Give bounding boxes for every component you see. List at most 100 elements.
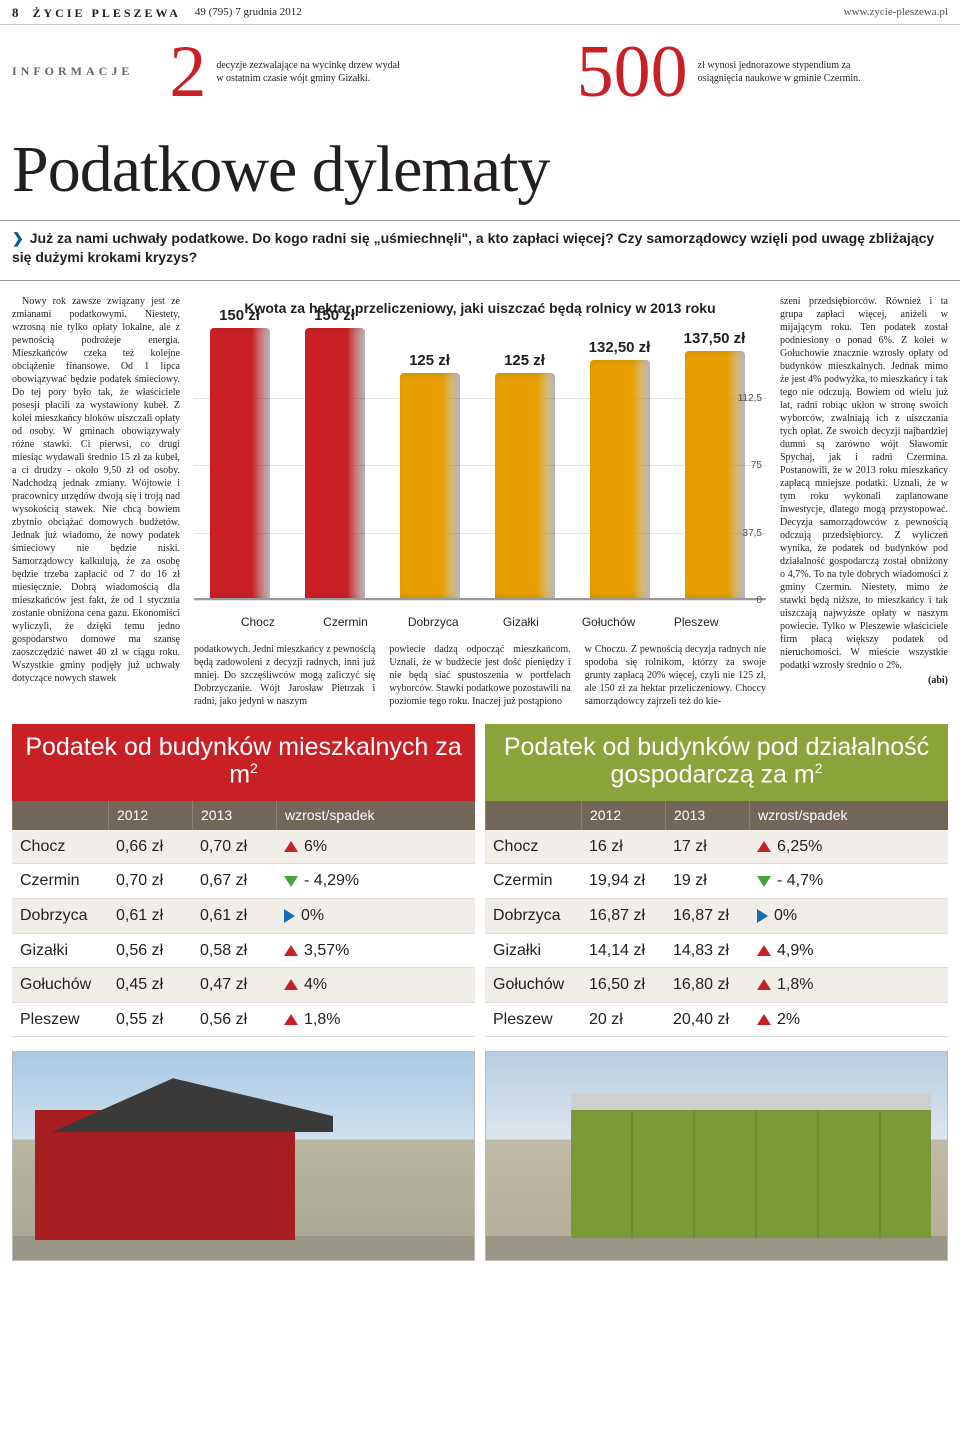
row-name: Czermin	[485, 864, 581, 898]
bar-category-label: Dobrzyca	[389, 614, 477, 630]
row-name: Chocz	[12, 830, 108, 864]
top-bar-left: 8 ŻYCIE PLESZEWA 49 (795) 7 grudnia 2012	[12, 4, 302, 22]
row-2012: 16 zł	[581, 830, 665, 864]
trend-up-icon	[757, 1014, 771, 1025]
chart-bar: 132,50 zł	[590, 360, 650, 599]
row-trend: 1,8%	[276, 1003, 475, 1037]
row-pct: 2%	[777, 1009, 800, 1031]
table-header: 20122013wzrost/spadek	[485, 801, 948, 830]
row-2013: 0,47 zł	[192, 968, 276, 1002]
trend-up-icon	[757, 841, 771, 852]
row-name: Czermin	[12, 864, 108, 898]
tax-table: Podatek od budynków mieszkalnych za m220…	[12, 724, 475, 1038]
column-center: Kwota za hektar przeliczeniowy, jaki uis…	[194, 295, 766, 707]
row-2013: 14,83 zł	[665, 934, 749, 968]
row-2013: 0,58 zł	[192, 934, 276, 968]
trend-up-icon	[284, 945, 298, 956]
table-title: Podatek od budynków pod działalność gosp…	[485, 724, 948, 801]
row-trend: 1,8%	[749, 968, 948, 1002]
y-tick-label: 37,5	[743, 527, 762, 541]
row-trend: 0%	[276, 899, 475, 933]
tax-table: Podatek od budynków pod działalność gosp…	[485, 724, 948, 1038]
row-2013: 0,67 zł	[192, 864, 276, 898]
row-pct: 4%	[304, 974, 327, 996]
row-pct: 0%	[774, 905, 797, 927]
table-row: Czermin19,94 zł19 zł- 4,7%	[485, 864, 948, 899]
trend-up-icon	[757, 979, 771, 990]
row-name: Chocz	[485, 830, 581, 864]
article-body: Nowy rok zawsze związany jest ze zmianam…	[0, 281, 960, 717]
row-trend: 4,9%	[749, 934, 948, 968]
section-name: ŻYCIE PLESZEWA	[33, 5, 181, 21]
bar-value-label: 150 zł	[314, 306, 355, 326]
row-2013: 19 zł	[665, 864, 749, 898]
table-row: Chocz0,66 zł0,70 zł6%	[12, 830, 475, 865]
row-pct: 0%	[301, 905, 324, 927]
row-pct: - 4,29%	[304, 870, 359, 892]
lede-text: Już za nami uchwały podatkowe. Do kogo r…	[12, 230, 934, 265]
row-name: Pleszew	[12, 1003, 108, 1037]
row-trend: 4%	[276, 968, 475, 1002]
row-2013: 16,87 zł	[665, 899, 749, 933]
column-right: szeni przedsiębiorców. Również i ta grup…	[780, 295, 948, 707]
row-pct: 6,25%	[777, 836, 822, 858]
row-pct: 3,57%	[304, 940, 349, 962]
bar-value-label: 125 zł	[409, 351, 450, 371]
column-left: Nowy rok zawsze związany jest ze zmianam…	[12, 295, 180, 707]
row-2012: 0,66 zł	[108, 830, 192, 864]
trend-up-icon	[757, 945, 771, 956]
trend-up-icon	[284, 1014, 298, 1025]
headline: Podatkowe dylematy	[0, 125, 960, 220]
byline: (abi)	[780, 674, 948, 687]
factoid-number: 2	[169, 35, 206, 109]
row-name: Gołuchów	[485, 968, 581, 1002]
row-2012: 0,55 zł	[108, 1003, 192, 1037]
issue-date: 49 (795) 7 grudnia 2012	[195, 5, 302, 20]
row-trend: 0%	[749, 899, 948, 933]
trend-flat-icon	[284, 909, 295, 923]
factoid-number: 500	[577, 35, 688, 109]
lede: ❯Już za nami uchwały podatkowe. Do kogo …	[0, 220, 960, 282]
row-name: Gizałki	[12, 934, 108, 968]
row-2012: 0,45 zł	[108, 968, 192, 1002]
sub-col-3: w Choczu. Z pewnością decyzja radnych ni…	[585, 643, 766, 708]
row-2013: 0,61 zł	[192, 899, 276, 933]
bar-value-label: 132,50 zł	[589, 338, 651, 358]
row-2012: 0,61 zł	[108, 899, 192, 933]
bar-category-label: Czermin	[302, 614, 390, 630]
factoid-text: decyzje zezwalające na wycinkę drzew wyd…	[216, 59, 406, 85]
table-row: Dobrzyca0,61 zł0,61 zł0%	[12, 899, 475, 934]
row-pct: - 4,7%	[777, 870, 823, 892]
table-row: Pleszew0,55 zł0,56 zł 1,8%	[12, 1003, 475, 1038]
table-row: Chocz16 zł17 zł6,25%	[485, 830, 948, 865]
row-pct: 1,8%	[777, 974, 813, 996]
row-2012: 0,70 zł	[108, 864, 192, 898]
factoid-2: 500 zł wynosi jednorazowe stypendium za …	[577, 35, 948, 109]
chart-categories: ChoczCzerminDobrzycaGizałkiGołuchówPlesz…	[194, 600, 766, 642]
table-row: Czermin0,70 zł0,67 zł - 4,29%	[12, 864, 475, 899]
row-2013: 16,80 zł	[665, 968, 749, 1002]
row-trend: 2%	[749, 1003, 948, 1037]
table-row: Gizałki0,56 zł0,58 zł3,57%	[12, 934, 475, 969]
bar-category-label: Gołuchów	[565, 614, 653, 630]
chart-bar: 125 zł	[495, 373, 555, 598]
trend-flat-icon	[757, 909, 768, 923]
row-2013: 20,40 zł	[665, 1003, 749, 1037]
row-trend: 6%	[276, 830, 475, 864]
chart-title: Kwota za hektar przeliczeniowy, jaki uis…	[194, 299, 766, 318]
row-pct: 1,8%	[304, 1009, 340, 1031]
chart-bar: 150 zł	[210, 328, 270, 598]
bar-category-label: Chocz	[214, 614, 302, 630]
site-url: www.zycie-pleszewa.pl	[844, 5, 948, 20]
table-row: Dobrzyca16,87 zł16,87 zł0%	[485, 899, 948, 934]
row-name: Dobrzyca	[12, 899, 108, 933]
y-tick-label: 112,5	[738, 392, 762, 406]
sub-col-2: powiecie dadzą odpocząć mieszkańcom. Uzn…	[389, 643, 570, 708]
chart-bar: 150 zł	[305, 328, 365, 598]
row-2013: 0,56 zł	[192, 1003, 276, 1037]
trend-up-icon	[284, 979, 298, 990]
bar-value-label: 150 zł	[219, 306, 260, 326]
row-2013: 0,70 zł	[192, 830, 276, 864]
sub-col-1: podatkowych. Jedni mieszkańcy z pewności…	[194, 643, 375, 708]
factoid-text: zł wynosi jednorazowe stypendium za osią…	[698, 59, 888, 85]
